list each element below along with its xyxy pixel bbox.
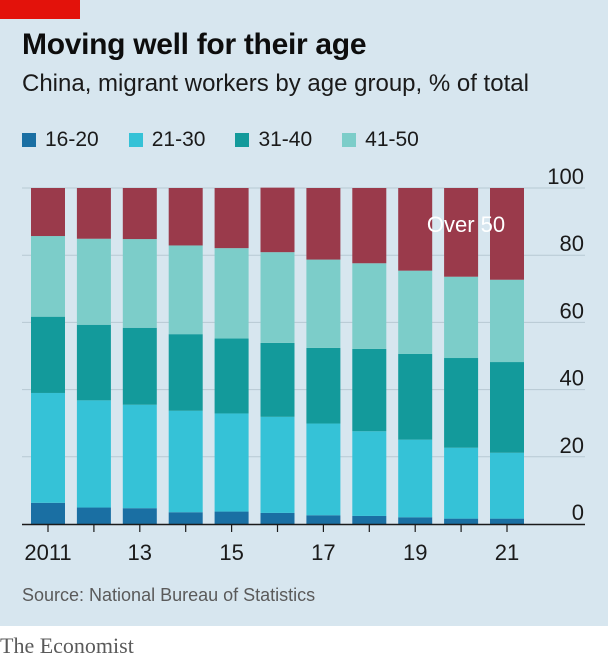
bar-segment bbox=[31, 392, 65, 503]
bar-segment bbox=[260, 187, 295, 253]
publisher-logo: The Economist bbox=[0, 633, 134, 658]
bar-segment bbox=[306, 347, 341, 424]
bar-segment bbox=[168, 188, 203, 246]
bar-segment bbox=[260, 416, 295, 513]
x-tick-label: 21 bbox=[495, 540, 519, 565]
x-tick-label: 13 bbox=[128, 540, 152, 565]
bar-segment bbox=[306, 515, 341, 524]
bar-segment bbox=[260, 342, 295, 417]
y-tick-label: 60 bbox=[560, 298, 584, 323]
legend-label: 16-20 bbox=[45, 128, 99, 151]
bar-segment bbox=[168, 245, 203, 335]
legend-swatch bbox=[128, 133, 143, 147]
y-tick-label: 40 bbox=[560, 366, 584, 391]
x-tick-label: 19 bbox=[403, 540, 427, 565]
bar-segment bbox=[490, 188, 524, 280]
legend-item-16-20: 16-20 bbox=[22, 128, 99, 152]
bar-segment bbox=[122, 239, 157, 328]
y-tick-label: 80 bbox=[560, 231, 584, 256]
bar-segment bbox=[444, 188, 479, 277]
bar-segment bbox=[76, 188, 111, 239]
bar-segment bbox=[122, 404, 157, 509]
y-tick-label: 0 bbox=[572, 500, 584, 525]
y-tick-label: 100 bbox=[547, 164, 584, 189]
legend-item-41-50: 41-50 bbox=[342, 128, 419, 152]
x-axis-ticks: 2011 13 15 17 19 21 bbox=[24, 524, 519, 565]
bar-segment bbox=[168, 410, 203, 513]
y-axis-ticks: 0 20 40 60 80 100 bbox=[547, 164, 584, 525]
bar-segment bbox=[306, 423, 341, 516]
annotation-over-50: Over 50 bbox=[427, 212, 505, 237]
bar-segment bbox=[444, 276, 479, 359]
bar-segment bbox=[31, 188, 65, 237]
bar-segment bbox=[490, 518, 524, 524]
x-tick-label: 2011 bbox=[24, 540, 71, 565]
legend-item-21-30: 21-30 bbox=[128, 128, 206, 152]
legend-label: 31-40 bbox=[258, 128, 313, 151]
bar-segment bbox=[444, 358, 479, 448]
bar-segment bbox=[490, 452, 524, 519]
legend-label: 21-30 bbox=[151, 128, 206, 151]
bar-segment bbox=[122, 188, 157, 240]
legend-swatch bbox=[22, 133, 36, 147]
bar-segment bbox=[398, 439, 433, 518]
bar-segment bbox=[214, 338, 249, 414]
bar-segment bbox=[490, 362, 524, 453]
bar-segment bbox=[352, 431, 387, 516]
bar-segment bbox=[214, 511, 249, 524]
legend-label: 41-50 bbox=[365, 128, 419, 151]
chart-subtitle: China, migrant workers by age group, % o… bbox=[22, 70, 529, 97]
footer: The Economist bbox=[0, 626, 608, 662]
bar-segment bbox=[76, 238, 111, 325]
stacked-bar-chart: 0 20 40 60 80 100 2011 13 15 17 19 21 Over 50 bbox=[22, 164, 585, 565]
bar-segment bbox=[122, 327, 157, 405]
bar-segment bbox=[398, 353, 433, 440]
bar-segment bbox=[352, 348, 387, 432]
bar-segment bbox=[444, 447, 479, 519]
bar-segment bbox=[398, 270, 433, 354]
bar-segment bbox=[122, 508, 157, 524]
legend-swatch bbox=[342, 133, 357, 147]
bar-segment bbox=[214, 413, 249, 512]
bar-segment bbox=[31, 316, 65, 393]
bar-segment bbox=[260, 252, 295, 343]
bars bbox=[22, 187, 585, 526]
bar-segment bbox=[398, 517, 433, 524]
economist-red-tag bbox=[0, 0, 80, 19]
bar-segment bbox=[352, 515, 387, 524]
x-tick-label: 17 bbox=[311, 540, 335, 565]
legend-item-31-40: 31-40 bbox=[235, 128, 312, 152]
chart-title: Moving well for their age bbox=[22, 28, 367, 61]
bar-segment bbox=[214, 248, 249, 339]
bar-segment bbox=[352, 188, 387, 264]
legend-swatch bbox=[235, 133, 250, 147]
bar-segment bbox=[31, 502, 65, 524]
bar-segment bbox=[31, 236, 65, 317]
bar-segment bbox=[490, 279, 524, 363]
bar-segment bbox=[76, 507, 111, 524]
legend: 16-20 21-30 31-40 41-50 bbox=[22, 128, 449, 152]
annotations: Over 50 bbox=[427, 212, 505, 237]
bar-segment bbox=[260, 512, 295, 524]
source-note: Source: National Bureau of Statistics bbox=[22, 585, 316, 605]
bar-segment bbox=[306, 259, 341, 348]
bar-segment bbox=[444, 518, 479, 524]
bar-segment bbox=[168, 512, 203, 524]
y-tick-label: 20 bbox=[560, 433, 584, 458]
bar-segment bbox=[76, 324, 111, 401]
bar-segment bbox=[306, 188, 341, 260]
bar-segment bbox=[168, 334, 203, 411]
bar-segment bbox=[398, 188, 433, 271]
bar-segment bbox=[352, 263, 387, 349]
bar-segment bbox=[214, 188, 249, 249]
bar-segment bbox=[76, 400, 111, 508]
x-tick-label: 15 bbox=[219, 540, 243, 565]
